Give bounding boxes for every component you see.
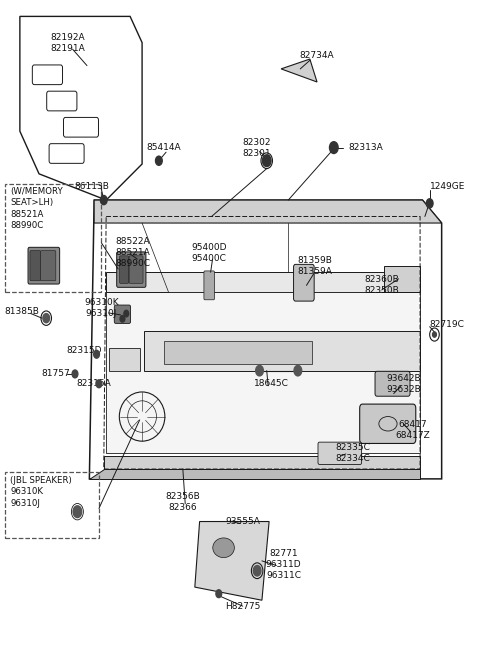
FancyBboxPatch shape [120, 256, 129, 283]
Text: 81757: 81757 [41, 369, 70, 379]
Ellipse shape [213, 538, 234, 558]
FancyBboxPatch shape [294, 264, 314, 301]
Text: 82192A
82191A: 82192A 82191A [50, 33, 85, 52]
Text: (JBL SPEAKER)
96310K
96310J: (JBL SPEAKER) 96310K 96310J [10, 476, 72, 508]
Text: 1249GE: 1249GE [430, 182, 465, 192]
Circle shape [73, 506, 82, 518]
Circle shape [432, 332, 436, 337]
Circle shape [253, 565, 261, 576]
Circle shape [100, 195, 107, 205]
FancyBboxPatch shape [28, 247, 60, 284]
Text: 88522A
88521A
88990C: 88522A 88521A 88990C [115, 237, 150, 268]
Text: 93642B
93632B: 93642B 93632B [386, 374, 420, 394]
FancyBboxPatch shape [114, 305, 131, 323]
FancyBboxPatch shape [204, 271, 215, 300]
Ellipse shape [205, 272, 214, 298]
Circle shape [329, 142, 338, 154]
Polygon shape [164, 341, 312, 364]
Polygon shape [384, 266, 420, 292]
Polygon shape [104, 456, 420, 469]
Text: 81385B: 81385B [5, 307, 40, 316]
Circle shape [120, 316, 125, 322]
Text: 82771
96311D
96311C: 82771 96311D 96311C [265, 548, 301, 580]
FancyBboxPatch shape [375, 371, 410, 396]
Circle shape [94, 350, 99, 358]
FancyBboxPatch shape [318, 442, 361, 464]
FancyBboxPatch shape [129, 256, 143, 283]
Circle shape [43, 314, 49, 323]
Text: 95400D
95400C: 95400D 95400C [192, 243, 227, 262]
Polygon shape [89, 469, 420, 479]
FancyBboxPatch shape [30, 251, 40, 281]
Circle shape [156, 156, 162, 165]
Text: 82335C
82334C: 82335C 82334C [336, 443, 371, 462]
Text: 68417
68417Z: 68417 68417Z [396, 420, 430, 440]
Circle shape [216, 590, 222, 598]
Text: 82356B
82366: 82356B 82366 [166, 492, 200, 512]
Polygon shape [108, 348, 140, 371]
Text: 82302
82301: 82302 82301 [243, 138, 271, 157]
Polygon shape [195, 522, 269, 600]
Circle shape [72, 370, 78, 378]
Circle shape [263, 155, 271, 167]
Circle shape [96, 380, 102, 388]
Text: 82360B
82350B: 82360B 82350B [364, 276, 399, 295]
Text: 85414A: 85414A [146, 143, 181, 152]
Text: 82315A: 82315A [77, 379, 111, 388]
Text: 82734A: 82734A [300, 51, 335, 60]
Circle shape [426, 199, 433, 208]
Text: 86113B: 86113B [74, 182, 109, 192]
Text: 93555A: 93555A [225, 517, 260, 526]
Text: 18645C: 18645C [254, 379, 289, 388]
Text: 82315D: 82315D [67, 346, 102, 356]
Polygon shape [94, 200, 442, 223]
Polygon shape [106, 292, 420, 453]
Text: 96310K
96310J: 96310K 96310J [84, 298, 119, 318]
Polygon shape [106, 272, 420, 292]
FancyBboxPatch shape [40, 251, 56, 281]
Polygon shape [144, 331, 420, 371]
Circle shape [124, 310, 129, 317]
Polygon shape [281, 59, 317, 82]
FancyBboxPatch shape [360, 404, 416, 443]
Text: (W/MEMORY
SEAT>LH)
88521A
88990C: (W/MEMORY SEAT>LH) 88521A 88990C [10, 187, 63, 230]
Circle shape [256, 365, 264, 376]
Circle shape [294, 365, 302, 376]
Text: 81359B
81359A: 81359B 81359A [297, 256, 332, 276]
Text: 82719C: 82719C [430, 320, 465, 329]
Text: H82775: H82775 [225, 602, 261, 611]
FancyBboxPatch shape [117, 252, 146, 287]
Text: 82313A: 82313A [348, 143, 383, 152]
